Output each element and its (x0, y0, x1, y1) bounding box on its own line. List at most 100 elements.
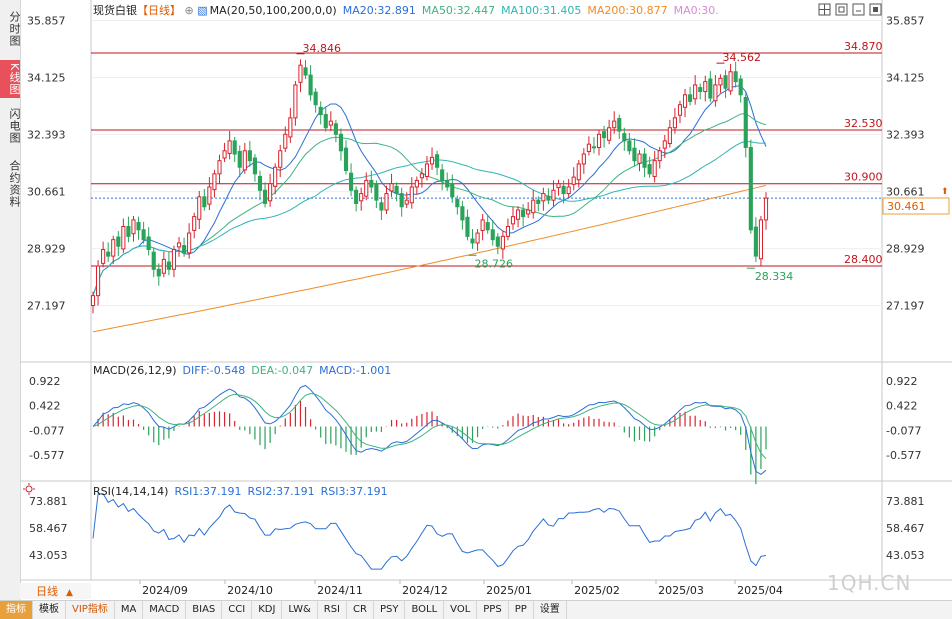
candle-body (460, 206, 465, 221)
bottom-tab-1[interactable]: 模板 (33, 601, 66, 619)
candle-body (480, 219, 485, 231)
rsi-tick-right: 73.881 (886, 495, 925, 508)
macd-tick-left: -0.577 (29, 449, 64, 462)
macd-tick-left: 0.922 (29, 375, 61, 388)
candle-body (743, 96, 748, 148)
bottom-tab-4[interactable]: MACD (143, 601, 187, 619)
candle-body (733, 71, 738, 83)
triangle-up-icon: ▲ (66, 588, 73, 598)
grid-icon[interactable] (818, 3, 831, 16)
rsi-tick-left: 58.467 (29, 522, 68, 535)
candle-body (455, 198, 460, 208)
bottom-tab-8[interactable]: LW& (282, 601, 318, 619)
candle-body (90, 295, 96, 307)
bottom-tab-6[interactable]: CCI (222, 601, 253, 619)
bottom-tab-0[interactable]: 指标 (0, 601, 33, 619)
candle-body (708, 78, 713, 99)
candle-body (146, 236, 151, 251)
ma100-value: MA100:31.405 (501, 4, 581, 17)
ma20-value: MA20:32.891 (343, 4, 416, 17)
bottom-tab-15[interactable]: PP (509, 601, 534, 619)
candle-body (283, 133, 288, 149)
nav-tab-3[interactable]: 合约资料 (8, 160, 21, 208)
nav-tab-2[interactable]: 闪电图 (8, 108, 21, 144)
candle-body (677, 104, 683, 116)
bottom-toolbar: 指标 模板 VIP指标 MA MACD BIAS CCI KDJ LW& RSI CR PSY BOLL… (0, 600, 952, 619)
candle-body (445, 179, 450, 188)
x-axis-label: 2025/01 (486, 584, 532, 597)
macd-diff-line (92, 384, 767, 476)
x-axis-label: 2024/11 (317, 584, 363, 597)
candle-body (662, 140, 667, 149)
bottom-tab-2[interactable]: VIP指标 (66, 601, 115, 619)
minimize-icon[interactable] (852, 3, 865, 16)
macd-tick-left: 0.422 (29, 400, 61, 413)
candle-body (723, 75, 728, 89)
candle-body (222, 150, 227, 159)
rsi-line (92, 493, 767, 570)
annotation-label: 28.726 (475, 257, 514, 270)
horizontal-levels: 34.870 32.530 30.900 28.400 (91, 40, 883, 267)
x-axis-label: 2024/12 (402, 584, 448, 597)
candle-body (166, 261, 171, 270)
level-label: 30.900 (844, 171, 883, 184)
candle-body (126, 225, 131, 237)
candle-body (617, 118, 622, 132)
candle-body (642, 153, 647, 168)
candle-body (116, 236, 121, 247)
candle-body (106, 251, 111, 257)
annotation-label: 28.334 (755, 270, 794, 283)
x-axis-label: 2024/10 (227, 584, 273, 597)
candle-body (217, 160, 222, 175)
bottom-tab-3[interactable]: MA (115, 601, 144, 619)
sun-icon[interactable] (23, 483, 35, 495)
bottom-tab-11[interactable]: PSY (374, 601, 406, 619)
candle-body (465, 216, 470, 237)
candle-body (197, 196, 202, 220)
restore-icon[interactable] (835, 3, 848, 16)
bottom-tab-10[interactable]: CR (347, 601, 374, 619)
candle-body (303, 67, 308, 76)
rsi-plot: 73.881 73.881 58.467 58.467 43.053 43.053 (29, 493, 925, 570)
macd-dea: DEA:-0.047 (251, 364, 313, 377)
price-tick-right: 34.125 (886, 72, 925, 85)
candle-body (268, 183, 273, 202)
price-tick-right: 28.929 (886, 243, 925, 256)
candle-body (247, 150, 252, 162)
x-axis: 2024/09 2024/10 2024/11 2024/12 2025/01 2025/… (139, 580, 783, 597)
bottom-tab-13[interactable]: VOL (444, 601, 478, 619)
candle-body (257, 175, 263, 191)
candle-body (596, 133, 602, 148)
candle-body (313, 91, 318, 106)
window-controls (818, 3, 882, 16)
bottom-tab-9[interactable]: RSI (318, 601, 348, 619)
bottom-tab-12[interactable]: BOLL (405, 601, 445, 619)
candle-body (323, 114, 328, 129)
candle-body (389, 183, 394, 192)
candle-body (576, 163, 581, 181)
candle-body (202, 196, 207, 208)
candle-body (763, 197, 769, 221)
candle-body (632, 147, 637, 162)
candle-body (348, 172, 354, 191)
nav-tab-1[interactable]: K线图 (0, 60, 21, 98)
nav-tab-0[interactable]: 分时图 (8, 11, 21, 47)
bottom-tab-14[interactable]: PPS (477, 601, 509, 619)
bottom-tab-16[interactable]: 设置 (534, 601, 567, 619)
rsi-tick-right: 58.467 (886, 522, 925, 535)
candle-body (703, 81, 708, 93)
price-tick-left: 35.857 (27, 15, 66, 28)
bottom-tab-5[interactable]: BIAS (186, 601, 223, 619)
level-label: 28.400 (844, 253, 883, 266)
candle-body (111, 239, 116, 257)
maximize-icon[interactable] (869, 3, 882, 16)
period-selector[interactable]: 日线 ▲ (20, 583, 91, 599)
ma200-value: MA200:30.877 (587, 4, 667, 17)
grid-lines (91, 20, 882, 307)
candle-body (237, 150, 242, 168)
bottom-tab-7[interactable]: KDJ (252, 601, 283, 619)
candle-body (227, 140, 232, 154)
candle-body (688, 94, 693, 102)
candle-body (369, 179, 374, 188)
candle-body (521, 209, 526, 218)
